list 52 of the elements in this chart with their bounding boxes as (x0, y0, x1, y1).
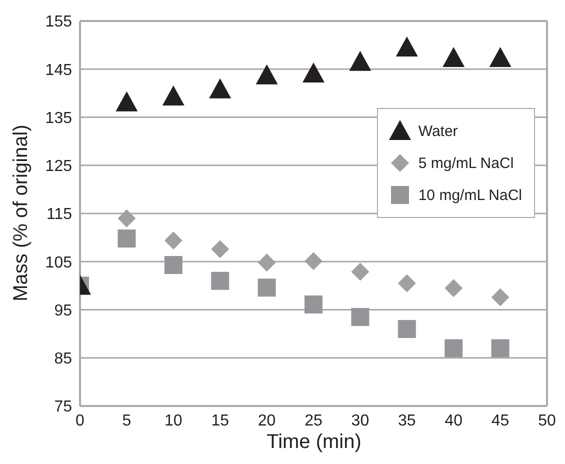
point (442, 47, 465, 68)
x-tick-label: 15 (211, 412, 230, 430)
y-tick-label: 115 (46, 206, 72, 224)
x-tick-label: 10 (164, 412, 182, 430)
x-tick-label: 45 (491, 412, 510, 430)
x-tick-label: 30 (351, 412, 370, 430)
point (351, 308, 370, 326)
point (398, 320, 416, 338)
point (164, 256, 182, 274)
point (491, 288, 510, 306)
point (351, 262, 370, 281)
point (304, 252, 322, 270)
point (118, 209, 136, 228)
point (398, 274, 416, 292)
y-tick-label: 95 (54, 302, 72, 320)
y-tick-label: 75 (54, 398, 72, 416)
y-tick-label: 125 (45, 158, 72, 176)
x-axis-title: Time (min) (266, 431, 362, 453)
point (256, 64, 278, 84)
point (302, 62, 324, 82)
x-tick-label: 5 (122, 412, 132, 430)
point (118, 230, 136, 248)
y-tick-label: 105 (45, 254, 72, 272)
point (396, 36, 418, 56)
legend-label: Water (418, 122, 458, 140)
point (211, 240, 230, 258)
point (211, 272, 230, 290)
x-tick-label: 35 (398, 412, 416, 430)
x-tick-label: 25 (304, 412, 322, 430)
point (489, 47, 512, 68)
point (304, 295, 322, 314)
point (444, 279, 463, 298)
y-tick-label: 155 (45, 14, 72, 31)
point (209, 78, 232, 98)
point (491, 339, 510, 358)
x-tick-label: 0 (76, 412, 85, 430)
point (258, 254, 276, 272)
y-tick-label: 85 (54, 350, 72, 368)
x-tick-label: 50 (538, 412, 556, 430)
point (116, 91, 138, 112)
legend-label: 10 mg/mL NaCl (418, 186, 522, 204)
point (444, 339, 463, 358)
legend-label: 5 mg/mL NaCl (418, 154, 514, 172)
y-tick-label: 145 (45, 62, 72, 79)
point (162, 86, 184, 106)
y-tick-label: 135 (45, 110, 72, 127)
point (349, 50, 372, 71)
point (164, 231, 182, 250)
y-axis-title: Mass (% of original) (10, 124, 33, 302)
point (258, 278, 276, 297)
x-tick-label: 20 (258, 412, 276, 430)
x-tick-label: 40 (444, 412, 463, 430)
